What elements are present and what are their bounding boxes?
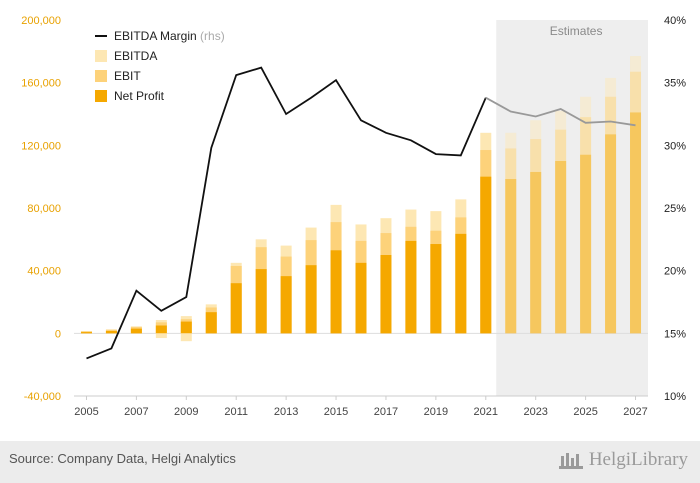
bar-net-profit-2011 bbox=[230, 283, 242, 334]
bar-ebit-2022 bbox=[505, 148, 517, 334]
brand-name: HelgiLibrary bbox=[588, 449, 688, 470]
bar-ebitda-2024 bbox=[555, 110, 567, 334]
bar-net-profit-2012 bbox=[255, 269, 267, 334]
legend-label: Net Profit bbox=[114, 89, 165, 103]
y-right-tick-label: 40% bbox=[664, 15, 686, 27]
x-tick-label: 2009 bbox=[174, 406, 198, 418]
y-left-tick-label: 160,000 bbox=[21, 78, 61, 90]
y-right-tick-label: 35% bbox=[664, 78, 686, 90]
ebitda-margin-line bbox=[86, 66, 487, 360]
bar-ebitda-2026 bbox=[605, 77, 617, 334]
estimates-region bbox=[496, 20, 648, 396]
footer: Source: Company Data, Helgi Analytics He… bbox=[0, 441, 700, 483]
legend-rhs-suffix: (rhs) bbox=[197, 29, 225, 43]
y-right-tick-label: 25% bbox=[664, 203, 686, 215]
y-right-tick-label: 15% bbox=[664, 328, 686, 340]
x-tick-label: 2015 bbox=[324, 406, 348, 418]
legend-label: EBITDA Margin (rhs) bbox=[114, 29, 225, 43]
bar-negative-2009 bbox=[180, 333, 192, 342]
bar-ebitda-2022 bbox=[505, 132, 517, 334]
bar-net-profit-2017 bbox=[380, 255, 392, 334]
bar-net-profit-2023 bbox=[530, 171, 542, 334]
x-tick-label: 2019 bbox=[424, 406, 448, 418]
x-tick-label: 2007 bbox=[124, 406, 148, 418]
bar-net-profit-2005 bbox=[80, 332, 92, 334]
legend-swatch bbox=[95, 70, 107, 82]
y-left-tick-label: 0 bbox=[55, 328, 61, 340]
y-left-tick-label: 200,000 bbox=[21, 15, 61, 27]
x-tick-label: 2021 bbox=[474, 406, 498, 418]
chart: Estimates 2005 2007 2009 2011 2013 2015 2017 201… bbox=[21, 15, 686, 418]
x-tick-label: 2017 bbox=[374, 406, 398, 418]
bar-net-profit-2026 bbox=[605, 134, 617, 334]
brand-logo: HelgiLibrary bbox=[558, 449, 688, 471]
bar-ebit-2027 bbox=[630, 71, 642, 334]
bar-net-profit-2014 bbox=[305, 265, 317, 334]
ebitda-margin-line-estimates bbox=[485, 96, 636, 127]
bar-net-profit-2018 bbox=[405, 240, 417, 334]
bar-ebit-2025 bbox=[580, 117, 592, 334]
bar-net-profit-2006 bbox=[105, 330, 117, 334]
bar-net-profit-2008 bbox=[155, 325, 167, 334]
y-right-tick-label: 20% bbox=[664, 266, 686, 278]
bar-ebitda-2027 bbox=[630, 56, 642, 334]
bar-net-profit-2009 bbox=[180, 321, 192, 334]
bar-ebit-2023 bbox=[530, 139, 542, 334]
bar-net-profit-2007 bbox=[130, 328, 142, 334]
legend-label: EBITDA bbox=[114, 49, 157, 63]
bar-net-profit-2021 bbox=[480, 176, 492, 334]
y-left-tick-label: 120,000 bbox=[21, 140, 61, 152]
bar-ebit-2024 bbox=[555, 129, 567, 334]
legend-swatch bbox=[95, 90, 107, 102]
bar-net-profit-2025 bbox=[580, 154, 592, 334]
bar-net-profit-2022 bbox=[505, 179, 517, 334]
x-tick-label: 2025 bbox=[573, 406, 597, 418]
x-tick-label: 2005 bbox=[74, 406, 98, 418]
bar-net-profit-2010 bbox=[205, 312, 217, 334]
y-left-tick-label: -40,000 bbox=[24, 391, 61, 403]
x-tick-label: 2013 bbox=[274, 406, 298, 418]
bar-net-profit-2024 bbox=[555, 161, 567, 334]
bar-net-profit-2016 bbox=[355, 262, 367, 334]
y-left-tick-label: 40,000 bbox=[27, 266, 61, 278]
y-left-tick-label: 80,000 bbox=[27, 203, 61, 215]
bar-ebitda-2023 bbox=[530, 120, 542, 334]
estimates-label: Estimates bbox=[550, 24, 603, 38]
y-right-tick-label: 10% bbox=[664, 391, 686, 403]
bar-net-profit-2020 bbox=[455, 233, 467, 334]
bar-ebit-2026 bbox=[605, 96, 617, 334]
source-note: Source: Company Data, Helgi Analytics bbox=[9, 451, 236, 466]
legend-label: EBIT bbox=[114, 69, 141, 83]
bar-negative-2008 bbox=[155, 333, 167, 339]
bar-net-profit-2019 bbox=[430, 244, 442, 334]
legend-swatch bbox=[95, 50, 107, 62]
bar-net-profit-2015 bbox=[330, 250, 342, 334]
x-tick-label: 2027 bbox=[623, 406, 647, 418]
bar-net-profit-2027 bbox=[630, 112, 642, 334]
y-right-tick-label: 30% bbox=[664, 140, 686, 152]
x-tick-label: 2011 bbox=[224, 406, 248, 418]
library-icon bbox=[558, 453, 583, 469]
bar-ebitda-2025 bbox=[580, 96, 592, 334]
bar-net-profit-2013 bbox=[280, 276, 292, 334]
x-tick-label: 2023 bbox=[523, 406, 547, 418]
